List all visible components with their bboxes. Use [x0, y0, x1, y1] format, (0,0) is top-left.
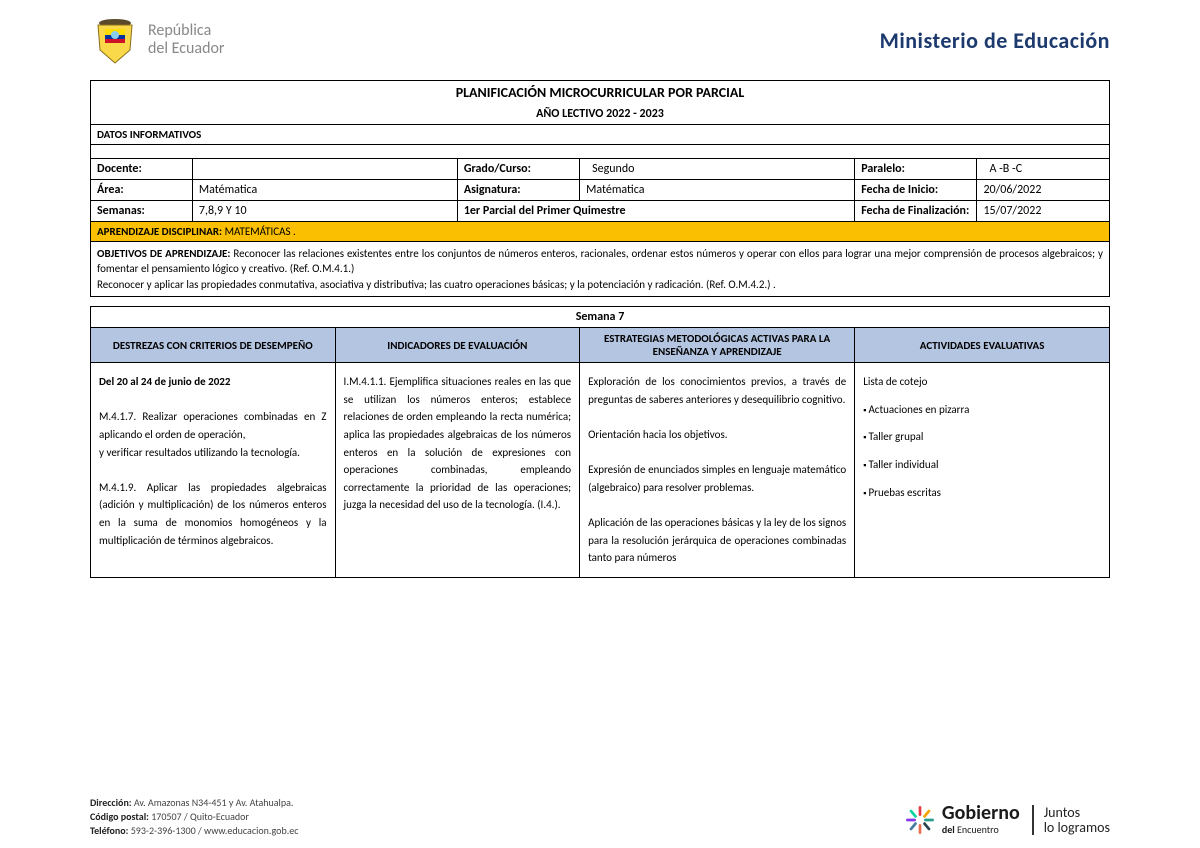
- act-item-2: Actuaciones en pizarra: [863, 401, 1101, 419]
- planning-table: PLANIFICACIÓN MICROCURRICULAR POR PARCIA…: [90, 80, 1110, 578]
- destrezas-date: Del 20 al 24 de junio de 2022: [99, 373, 327, 391]
- aprendizaje-value: MATEMÁTICAS .: [225, 225, 296, 238]
- asignatura-label: Asignatura:: [457, 180, 579, 201]
- act-item-1: Lista de cotejo: [863, 373, 1101, 391]
- act-item-3: Taller grupal: [863, 428, 1101, 446]
- paralelo-value: A -B -C: [977, 159, 1110, 180]
- gap: [91, 297, 1110, 307]
- destrezas-p3: M.4.1.9. Aplicar las propiedades algebra…: [99, 479, 327, 549]
- ministerio-title: Ministerio de Educación: [880, 27, 1110, 54]
- fecha-fin-value: 15/07/2022: [977, 201, 1110, 222]
- juntos-l2: lo logramos: [1044, 820, 1110, 835]
- docente-value: [192, 159, 457, 180]
- republica-line2: del Ecuador: [148, 40, 225, 58]
- datos-header: DATOS INFORMATIVOS: [91, 125, 1110, 145]
- info-row-3: Semanas: 7,8,9 Y 10 1er Parcial del Prim…: [91, 201, 1110, 222]
- telefono-value: 593-2-396-1300 / www.educacion.gob.ec: [131, 824, 299, 837]
- republica-line1: República: [148, 22, 225, 40]
- estrategias-p2: Orientación hacia los objetivos.: [588, 426, 846, 444]
- act-item-4: Taller individual: [863, 456, 1101, 474]
- grado-value: Segundo: [580, 159, 855, 180]
- col-actividades: ACTIVIDADES EVALUATIVAS: [855, 328, 1110, 363]
- aprendizaje-label: APRENDIZAJE DISCIPLINAR:: [97, 225, 222, 238]
- actividades-cell: Lista de cotejo Actuaciones en pizarra T…: [855, 363, 1110, 578]
- col-destrezas: DESTREZAS CON CRITERIOS DE DESEMPEÑO: [91, 328, 336, 363]
- week-title: Semana 7: [91, 307, 1110, 328]
- ecuador-shield-icon: [90, 15, 140, 65]
- info-row-1: Docente: Grado/Curso: Segundo Paralelo: …: [91, 159, 1110, 180]
- fecha-inicio-label: Fecha de Inicio:: [855, 180, 977, 201]
- asignatura-value: Matématica: [580, 180, 855, 201]
- area-value: Matématica: [192, 180, 457, 201]
- doc-subtitle: AÑO LECTIVO 2022 - 2023: [91, 104, 1110, 125]
- juntos-slogan: Juntos lo logramos: [1032, 805, 1110, 836]
- telefono-label: Teléfono:: [90, 824, 128, 837]
- doc-title: PLANIFICACIÓN MICROCURRICULAR POR PARCIA…: [91, 81, 1110, 105]
- col-estrategias: ESTRATEGIAS METODOLÓGICAS ACTIVAS PARA L…: [580, 328, 855, 363]
- gobierno-text: Gobierno: [942, 804, 1020, 823]
- footer-contact: Dirección: Av. Amazonas N34-451 y Av. At…: [90, 796, 298, 838]
- estrategias-p4: Aplicación de las operaciones básicas y …: [588, 514, 846, 567]
- info-row-2: Área: Matématica Asignatura: Matématica …: [91, 180, 1110, 201]
- juntos-l1: Juntos: [1044, 805, 1110, 820]
- direccion-value: Av. Amazonas N34-451 y Av. Atahualpa.: [134, 796, 294, 809]
- objetivos-row: OBJETIVOS DE APRENDIZAJE: Reconocer las …: [91, 242, 1110, 297]
- spacer: [91, 145, 1110, 159]
- logo-republica: República del Ecuador: [90, 15, 225, 65]
- gobierno-logo: Gobierno del del EncuentroEncuentro: [902, 802, 1020, 838]
- grado-label: Grado/Curso:: [457, 159, 579, 180]
- act-item-5: Pruebas escritas: [863, 484, 1101, 502]
- semanas-value: 7,8,9 Y 10: [192, 201, 457, 222]
- week-content-row: Del 20 al 24 de junio de 2022 M.4.1.7. R…: [91, 363, 1110, 578]
- aprendizaje-row: APRENDIZAJE DISCIPLINAR: MATEMÁTICAS .: [91, 222, 1110, 242]
- burst-icon: [902, 802, 938, 838]
- parcial-label: 1er Parcial del Primer Quimestre: [457, 201, 854, 222]
- objetivos-label: OBJETIVOS DE APRENDIZAJE:: [97, 247, 230, 260]
- destrezas-p2: y verificar resultados utilizando la tec…: [99, 444, 327, 462]
- fecha-inicio-value: 20/06/2022: [977, 180, 1110, 201]
- codigo-value: 170507 / Quito-Ecuador: [151, 810, 249, 823]
- indicadores-cell: I.M.4.1.1. Ejemplifica situaciones reale…: [335, 363, 580, 578]
- estrategias-p3: Expresión de enunciados simples en lengu…: [588, 461, 846, 496]
- footer-logo: Gobierno del del EncuentroEncuentro Junt…: [902, 802, 1110, 838]
- semanas-label: Semanas:: [91, 201, 193, 222]
- column-headers: DESTREZAS CON CRITERIOS DE DESEMPEÑO IND…: [91, 328, 1110, 363]
- page-header: República del Ecuador Ministerio de Educ…: [0, 0, 1200, 80]
- codigo-label: Código postal:: [90, 810, 149, 823]
- estrategias-p1: Exploración de los conocimientos previos…: [588, 373, 846, 408]
- col-indicadores: INDICADORES DE EVALUACIÓN: [335, 328, 580, 363]
- objetivos-text1: Reconocer las relaciones existentes entr…: [97, 247, 1103, 275]
- paralelo-label: Paralelo:: [855, 159, 977, 180]
- objetivos-text2: Reconocer y aplicar las propiedades conm…: [97, 278, 776, 291]
- destrezas-p1: M.4.1.7. Realizar operaciones combinadas…: [99, 408, 327, 443]
- destrezas-cell: Del 20 al 24 de junio de 2022 M.4.1.7. R…: [91, 363, 336, 578]
- docente-label: Docente:: [91, 159, 193, 180]
- republica-text: República del Ecuador: [148, 22, 225, 57]
- direccion-label: Dirección:: [90, 796, 132, 809]
- fecha-fin-label: Fecha de Finalización:: [855, 201, 977, 222]
- area-label: Área:: [91, 180, 193, 201]
- page-footer: Dirección: Av. Amazonas N34-451 y Av. At…: [0, 796, 1200, 838]
- estrategias-cell: Exploración de los conocimientos previos…: [580, 363, 855, 578]
